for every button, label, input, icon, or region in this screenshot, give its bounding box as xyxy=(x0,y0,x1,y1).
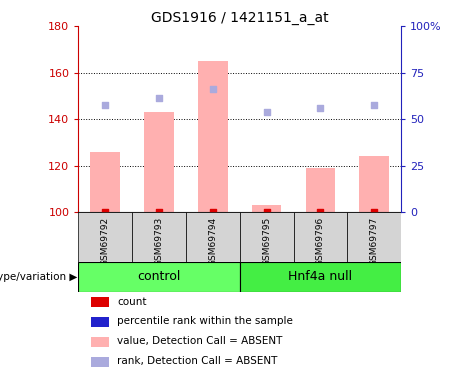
Point xyxy=(371,102,378,108)
Bar xyxy=(198,61,228,212)
Text: genotype/variation ▶: genotype/variation ▶ xyxy=(0,272,77,282)
Text: GSM69794: GSM69794 xyxy=(208,217,217,266)
Point xyxy=(263,109,270,115)
Bar xyxy=(306,168,335,212)
Bar xyxy=(360,156,389,212)
Bar xyxy=(91,357,109,367)
Text: GSM69795: GSM69795 xyxy=(262,217,271,266)
Bar xyxy=(78,212,132,262)
Bar xyxy=(91,297,109,307)
Bar xyxy=(252,205,281,212)
Point xyxy=(155,95,163,101)
Text: control: control xyxy=(137,270,181,283)
Bar xyxy=(186,212,240,262)
Text: percentile rank within the sample: percentile rank within the sample xyxy=(117,316,293,327)
Bar xyxy=(347,212,401,262)
Text: GSM69793: GSM69793 xyxy=(154,217,164,266)
Point xyxy=(371,209,378,215)
Bar xyxy=(90,152,120,212)
Text: GSM69796: GSM69796 xyxy=(316,217,325,266)
Text: GSM69797: GSM69797 xyxy=(370,217,378,266)
Point xyxy=(263,209,270,215)
Bar xyxy=(240,262,401,292)
Point xyxy=(101,102,109,108)
Point xyxy=(209,86,217,92)
Text: count: count xyxy=(117,297,147,307)
Text: rank, Detection Call = ABSENT: rank, Detection Call = ABSENT xyxy=(117,356,278,366)
Bar xyxy=(132,212,186,262)
Bar xyxy=(91,317,109,327)
Point xyxy=(101,209,109,215)
Text: Hnf4a null: Hnf4a null xyxy=(288,270,353,283)
Bar xyxy=(91,337,109,347)
Point xyxy=(317,209,324,215)
Text: GSM69792: GSM69792 xyxy=(101,217,110,266)
Point xyxy=(317,105,324,111)
Bar xyxy=(240,212,294,262)
Bar xyxy=(294,212,347,262)
Point xyxy=(209,209,217,215)
Bar xyxy=(144,112,174,212)
Text: value, Detection Call = ABSENT: value, Detection Call = ABSENT xyxy=(117,336,283,346)
Bar xyxy=(78,262,240,292)
Point xyxy=(155,209,163,215)
Title: GDS1916 / 1421151_a_at: GDS1916 / 1421151_a_at xyxy=(151,11,329,25)
